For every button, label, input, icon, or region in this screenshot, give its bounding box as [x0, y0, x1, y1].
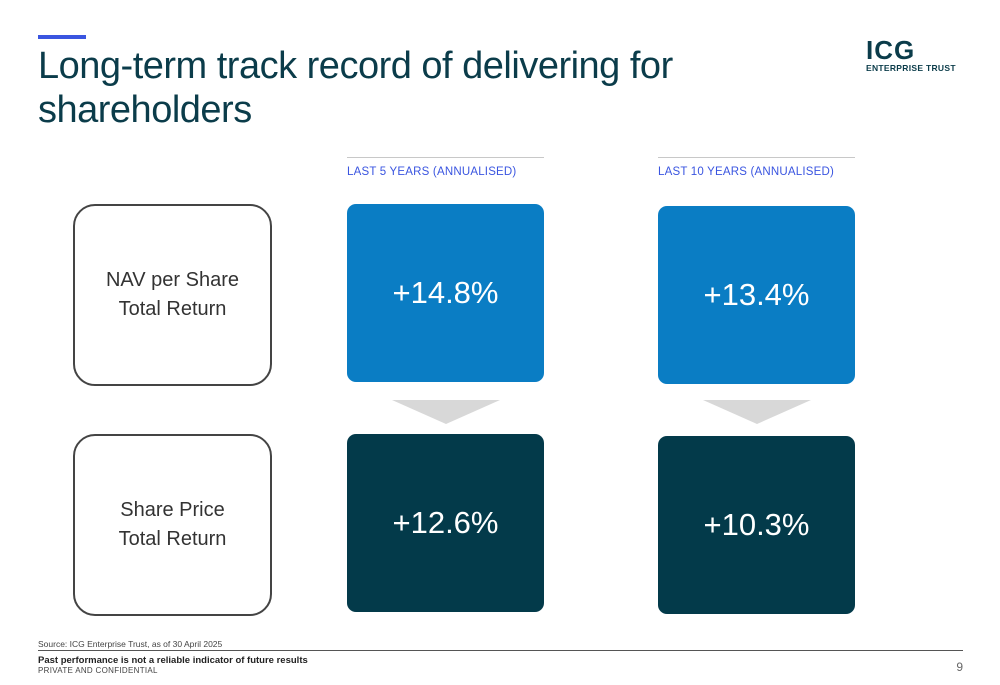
down-arrow-icon: [703, 400, 811, 424]
source-note: Source: ICG Enterprise Trust, as of 30 A…: [38, 639, 223, 649]
page-title-line-2: shareholders: [38, 89, 252, 131]
column-header-5-years-label: LAST 5 YEARS (ANNUALISED): [347, 166, 517, 178]
share-price-10-year-value: +10.3%: [703, 507, 810, 542]
column-header-10-years-label: LAST 10 YEARS (ANNUALISED): [658, 166, 835, 178]
share-price-10-year-tile: +10.3%: [658, 436, 855, 614]
column-header-10-years: LAST 10 YEARS (ANNUALISED): [658, 157, 855, 178]
title-accent-bar: [38, 35, 86, 39]
row-label-share-price-line-2: Total Return: [118, 528, 227, 550]
nav-10-year-value: +13.4%: [703, 277, 810, 312]
logo-subtitle: ENTERPRISE TRUST: [866, 63, 956, 73]
nav-5-year-tile: +14.8%: [347, 204, 544, 382]
row-label-share-price-line-1: Share Price: [120, 499, 225, 521]
row-label-share-price-total-return: Share Price Total Return: [73, 434, 272, 616]
row-label-nav-line-1: NAV per Share: [105, 269, 240, 291]
page-title-line-1: Long-term track record of delivering for: [38, 45, 673, 87]
logo-mark: ICG: [866, 35, 916, 65]
nav-5-year-value: +14.8%: [392, 275, 499, 310]
performance-disclaimer: Past performance is not a reliable indic…: [38, 655, 308, 666]
share-price-5-year-value: +12.6%: [392, 505, 499, 540]
row-label-nav-total-return: NAV per Share Total Return: [73, 204, 272, 386]
down-arrow-icon: [392, 400, 500, 424]
page-number: 9: [956, 660, 963, 674]
icg-logo: ICG ENTERPRISE TRUST: [866, 35, 966, 73]
column-header-5-years: LAST 5 YEARS (ANNUALISED): [347, 157, 544, 178]
footer-divider: [38, 650, 963, 651]
page-title: Long-term track record of delivering for…: [38, 44, 798, 132]
share-price-5-year-tile: +12.6%: [347, 434, 544, 612]
confidentiality-label: PRIVATE AND CONFIDENTIAL: [38, 666, 158, 675]
nav-10-year-tile: +13.4%: [658, 206, 855, 384]
row-label-nav-line-2: Total Return: [118, 298, 227, 320]
